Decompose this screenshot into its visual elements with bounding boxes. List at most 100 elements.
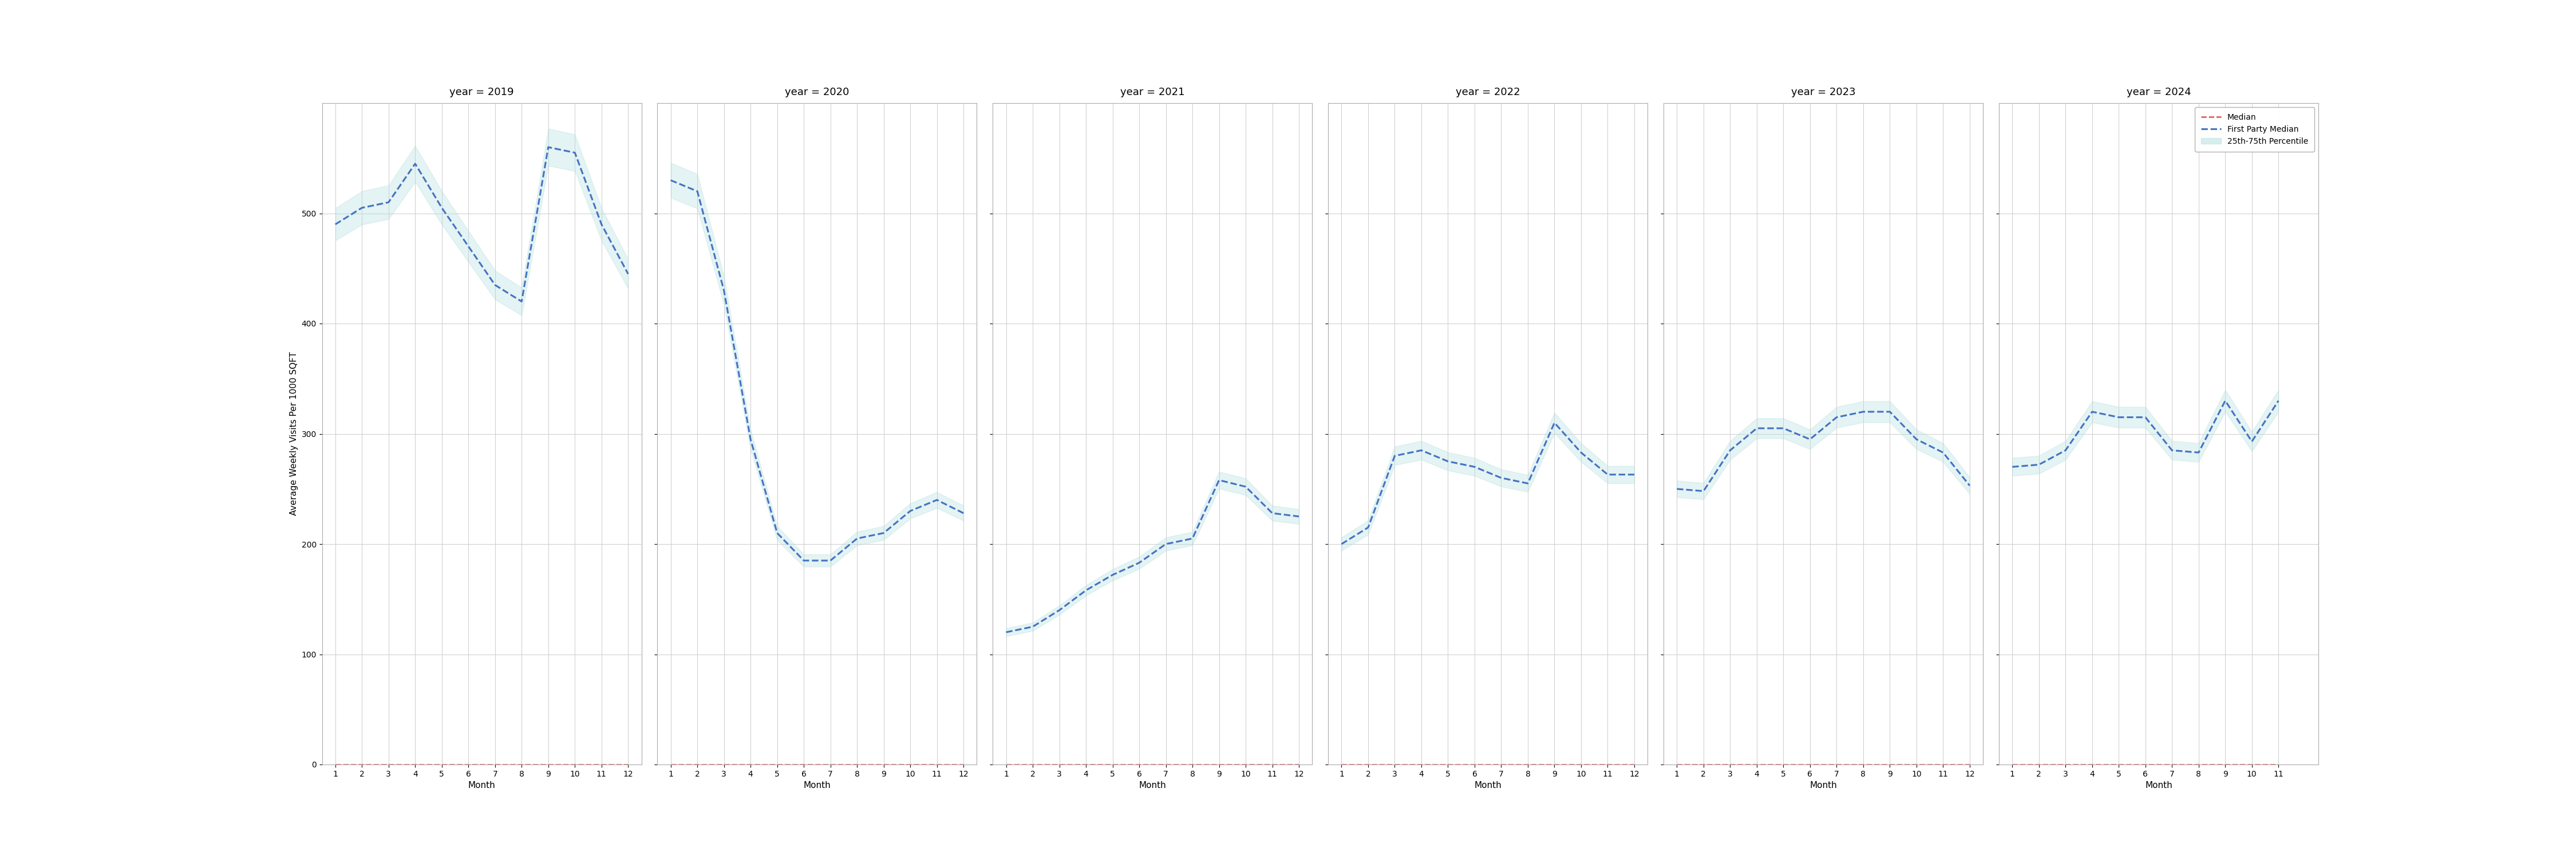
Median (948, 759, 979, 770)
Median (1592, 759, 1623, 770)
Title: year = 2024: year = 2024 (2125, 87, 2192, 97)
Title: year = 2023: year = 2023 (1790, 87, 1855, 97)
First Party Median (1352, 522, 1383, 533)
Median (319, 759, 350, 770)
First Party Median (1821, 412, 1852, 423)
Title: year = 2019: year = 2019 (451, 87, 515, 97)
First Party Median (788, 556, 819, 566)
First Party Median (2130, 412, 2161, 423)
Median (1566, 759, 1597, 770)
Median (505, 759, 538, 770)
Median (1662, 759, 1692, 770)
First Party Median (1378, 451, 1409, 461)
First Party Median (1283, 511, 1314, 521)
Median (1458, 759, 1489, 770)
First Party Median (1043, 605, 1074, 615)
Median (1097, 759, 1128, 770)
Median (1151, 759, 1182, 770)
Median (762, 759, 793, 770)
First Party Median (1618, 469, 1649, 479)
First Party Median (1406, 445, 1437, 455)
First Party Median (1327, 539, 1358, 549)
First Party Median (1901, 434, 1932, 444)
First Party Median (374, 198, 404, 208)
Median (399, 759, 430, 770)
First Party Median (683, 186, 714, 197)
First Party Median (1018, 622, 1048, 632)
First Party Median (1151, 539, 1182, 549)
Line: First Party Median: First Party Median (1677, 411, 1971, 491)
Line: First Party Median: First Party Median (670, 180, 963, 561)
First Party Median (1458, 462, 1489, 472)
Title: year = 2022: year = 2022 (1455, 87, 1520, 97)
First Party Median (1741, 423, 1772, 434)
Median (1283, 759, 1314, 770)
Legend: Median, First Party Median, 25th-75th Percentile: Median, First Party Median, 25th-75th Pe… (2195, 107, 2313, 152)
First Party Median (992, 627, 1023, 637)
First Party Median (1592, 469, 1623, 479)
Median (533, 759, 564, 770)
Line: First Party Median: First Party Median (335, 147, 629, 302)
X-axis label: Month: Month (1473, 782, 1502, 790)
Median (2236, 759, 2267, 770)
First Party Median (2050, 445, 2081, 455)
First Party Median (1767, 423, 1798, 434)
First Party Median (922, 495, 953, 505)
Median (587, 759, 618, 770)
First Party Median (708, 285, 739, 295)
Median (2210, 759, 2241, 770)
Title: year = 2021: year = 2021 (1121, 87, 1185, 97)
Median (922, 759, 953, 770)
Median (1512, 759, 1543, 770)
First Party Median (2156, 445, 2187, 455)
First Party Median (1662, 484, 1692, 494)
First Party Median (1231, 482, 1262, 492)
Median (1741, 759, 1772, 770)
First Party Median (1538, 417, 1569, 428)
First Party Median (345, 203, 379, 213)
Median (428, 759, 459, 770)
First Party Median (1687, 486, 1718, 497)
First Party Median (1566, 448, 1597, 458)
First Party Median (319, 219, 350, 229)
First Party Median (1996, 462, 2027, 472)
Median (814, 759, 845, 770)
First Party Median (428, 203, 459, 213)
Median (1996, 759, 2027, 770)
Median (1821, 759, 1852, 770)
Median (453, 759, 484, 770)
First Party Median (2236, 436, 2267, 447)
Median (734, 759, 765, 770)
First Party Median (1257, 508, 1288, 518)
First Party Median (1795, 434, 1826, 444)
First Party Median (1927, 448, 1958, 458)
Median (1072, 759, 1103, 770)
X-axis label: Month: Month (2146, 782, 2172, 790)
First Party Median (1123, 557, 1154, 568)
Median (345, 759, 379, 770)
X-axis label: Month: Month (1139, 782, 1167, 790)
Median (1618, 759, 1649, 770)
Line: First Party Median: First Party Median (1342, 423, 1633, 544)
Median (479, 759, 510, 770)
Median (1716, 759, 1747, 770)
Median (2050, 759, 2081, 770)
First Party Median (894, 506, 925, 516)
Median (654, 759, 685, 770)
First Party Median (479, 280, 510, 290)
Median (1406, 759, 1437, 770)
First Party Median (1177, 533, 1208, 544)
Median (1378, 759, 1409, 770)
Median (1687, 759, 1718, 770)
Median (1123, 759, 1154, 770)
Line: First Party Median: First Party Median (2012, 400, 2277, 467)
Median (708, 759, 739, 770)
First Party Median (654, 175, 685, 186)
Median (1795, 759, 1826, 770)
Median (1875, 759, 1906, 770)
First Party Median (842, 533, 873, 544)
First Party Median (613, 269, 644, 279)
First Party Median (1072, 585, 1103, 595)
First Party Median (2076, 406, 2107, 417)
First Party Median (1875, 406, 1906, 417)
